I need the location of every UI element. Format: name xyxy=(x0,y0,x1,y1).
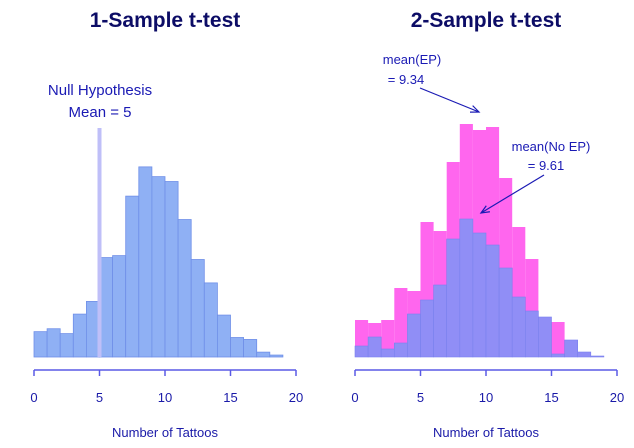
histogram-bar xyxy=(216,314,231,358)
no-ep-bar xyxy=(551,353,565,358)
left-tick-label: 15 xyxy=(223,390,237,405)
no-ep-bar xyxy=(590,355,605,358)
right-x-axis: 0 5 10 15 20 xyxy=(351,369,624,405)
annotation-arrows xyxy=(419,87,545,214)
mean-ep-arrow-head xyxy=(469,105,481,113)
ep-bar xyxy=(394,288,408,357)
right-chart-title: 2-Sample t-test xyxy=(411,9,562,32)
histogram-bar xyxy=(230,337,245,358)
ep-bar xyxy=(551,322,565,357)
mean-ep-arrow xyxy=(419,87,480,113)
left-chart-title: 1-Sample t-test xyxy=(90,9,241,32)
histogram-bar xyxy=(138,166,153,358)
left-x-axis: 0 5 10 15 20 xyxy=(30,369,303,405)
null-hypothesis-label: Null Hypothesis xyxy=(48,82,152,99)
ep-bar xyxy=(381,320,395,357)
histogram-bar xyxy=(46,328,61,358)
histogram-bar xyxy=(177,219,192,358)
histogram-bar xyxy=(203,282,218,358)
left-bars xyxy=(33,166,284,358)
one-sample-panel: 1-Sample t-test Null Hypothesis Mean = 5… xyxy=(30,9,303,440)
no-ep-bar xyxy=(511,296,526,358)
histogram-bar xyxy=(33,331,48,358)
no-ep-bar xyxy=(354,345,369,358)
no-ep-bars xyxy=(354,218,605,358)
mean-no-ep-label: mean(No EP) xyxy=(512,139,591,154)
histogram-bar xyxy=(59,333,74,358)
right-tick-label: 20 xyxy=(610,390,624,405)
left-x-axis-label: Number of Tattoos xyxy=(112,425,218,440)
no-ep-bar xyxy=(472,232,487,358)
histogram-bar xyxy=(256,351,271,358)
right-tick-label: 5 xyxy=(417,390,424,405)
histogram-bar xyxy=(269,354,284,358)
no-ep-bar xyxy=(577,351,592,358)
no-ep-bar xyxy=(538,316,552,358)
right-tick-label: 10 xyxy=(479,390,493,405)
left-tick-label: 0 xyxy=(30,390,37,405)
histogram-bar xyxy=(72,313,87,358)
histogram-bar xyxy=(151,176,166,358)
no-ep-bar xyxy=(524,310,539,358)
no-ep-bar xyxy=(498,267,513,358)
no-ep-bar xyxy=(407,313,421,358)
no-ep-bar xyxy=(380,348,395,358)
mean-no-ep-arrow xyxy=(480,174,545,214)
right-tick-label: 15 xyxy=(544,390,558,405)
no-ep-bar xyxy=(433,284,448,358)
histogram-bar xyxy=(243,339,258,358)
left-tick-label: 5 xyxy=(96,390,103,405)
no-ep-bar xyxy=(446,238,461,358)
no-ep-bar xyxy=(420,299,434,358)
mean-ep-label: mean(EP) xyxy=(383,52,442,67)
left-tick-label: 10 xyxy=(158,390,172,405)
no-ep-bar xyxy=(393,342,408,358)
right-tick-label: 0 xyxy=(351,390,358,405)
no-ep-bar xyxy=(367,336,382,358)
histogram-bar xyxy=(190,259,205,358)
left-tick-label: 20 xyxy=(289,390,303,405)
histogram-bar xyxy=(164,181,179,358)
two-sample-panel: 2-Sample t-test mean(EP) = 9.34 mean(No … xyxy=(351,9,624,440)
mean-no-ep-value: = 9.61 xyxy=(528,158,565,173)
no-ep-bar xyxy=(459,218,474,358)
no-ep-bar xyxy=(485,244,500,358)
mean-ep-value: = 9.34 xyxy=(388,72,425,87)
no-ep-bar xyxy=(564,339,578,358)
right-x-axis-label: Number of Tattoos xyxy=(433,425,539,440)
null-mean-label: Mean = 5 xyxy=(69,104,132,121)
mean-no-ep-arrow-head xyxy=(479,205,490,214)
histogram-bar xyxy=(112,255,127,358)
histogram-bar xyxy=(125,195,140,358)
